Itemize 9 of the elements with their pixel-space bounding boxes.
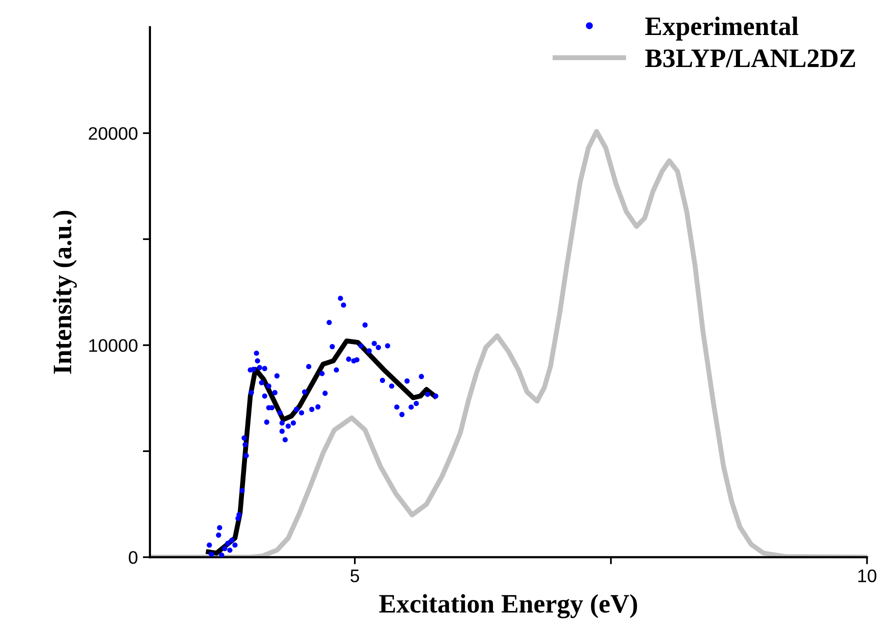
x-tick-label: 5 [350,570,360,582]
x-tick-label: 10 [858,569,876,582]
y-axis-title: Intensity (a.u.) [52,210,77,374]
x-axis-title: Excitation Energy (eV) [379,594,638,618]
y-tick-label: 20000 [88,127,138,140]
legend-label: Experimental [645,16,798,41]
legend-label: B3LYP/LANL2DZ [645,49,856,68]
y-tick-label: 10000 [89,339,138,352]
y-tick-label: 0 [128,551,138,564]
